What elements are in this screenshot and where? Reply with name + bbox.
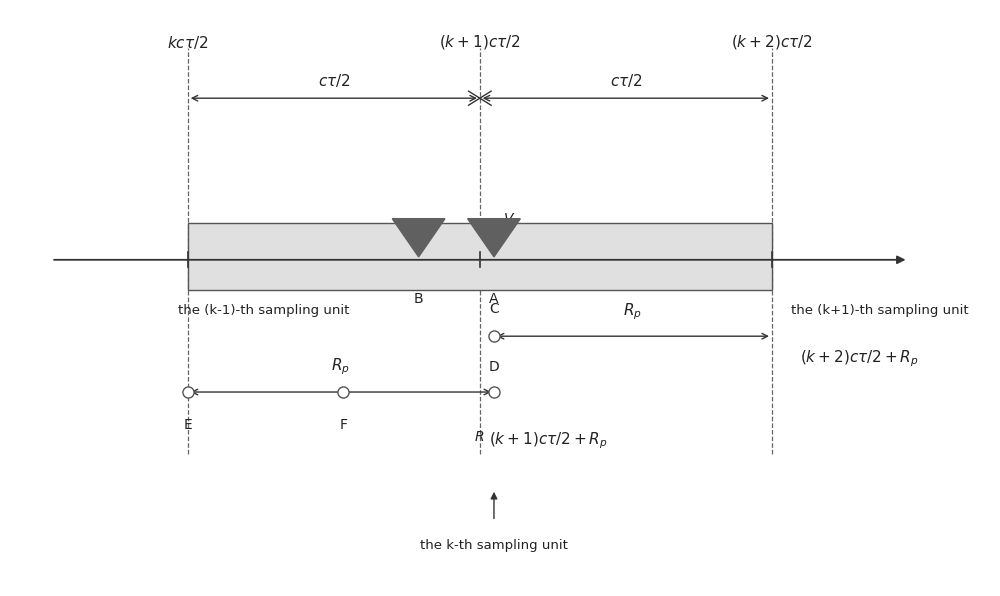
Text: the (k-1)-th sampling unit: the (k-1)-th sampling unit — [178, 304, 350, 317]
Text: $R$: $R$ — [474, 430, 485, 444]
Text: $(k+2)c\tau/2+R_p$: $(k+2)c\tau/2+R_p$ — [800, 348, 919, 368]
Text: B: B — [414, 292, 423, 306]
Text: $(k+1)c\tau/2+R_p$: $(k+1)c\tau/2+R_p$ — [489, 430, 608, 451]
Bar — [188, 223, 772, 290]
Text: F: F — [339, 418, 347, 433]
Text: C: C — [489, 302, 499, 316]
Text: $c\tau/2$: $c\tau/2$ — [318, 72, 350, 89]
Polygon shape — [468, 219, 520, 257]
Text: A: A — [489, 292, 499, 306]
Text: $kc\tau/2$: $kc\tau/2$ — [167, 34, 208, 51]
Text: the k-th sampling unit: the k-th sampling unit — [420, 539, 568, 552]
Text: $(k+1)c\tau/2$: $(k+1)c\tau/2$ — [439, 33, 521, 51]
Text: E: E — [183, 418, 192, 433]
Text: $R_p$: $R_p$ — [623, 301, 642, 321]
Text: the (k+1)-th sampling unit: the (k+1)-th sampling unit — [791, 304, 968, 317]
Text: $R_p$: $R_p$ — [331, 357, 350, 377]
Polygon shape — [392, 219, 445, 257]
Text: $c\tau/2$: $c\tau/2$ — [610, 72, 642, 89]
Text: D: D — [489, 361, 499, 374]
Text: $(k+2)c\tau/2$: $(k+2)c\tau/2$ — [731, 33, 813, 51]
Text: $V$: $V$ — [503, 212, 516, 226]
